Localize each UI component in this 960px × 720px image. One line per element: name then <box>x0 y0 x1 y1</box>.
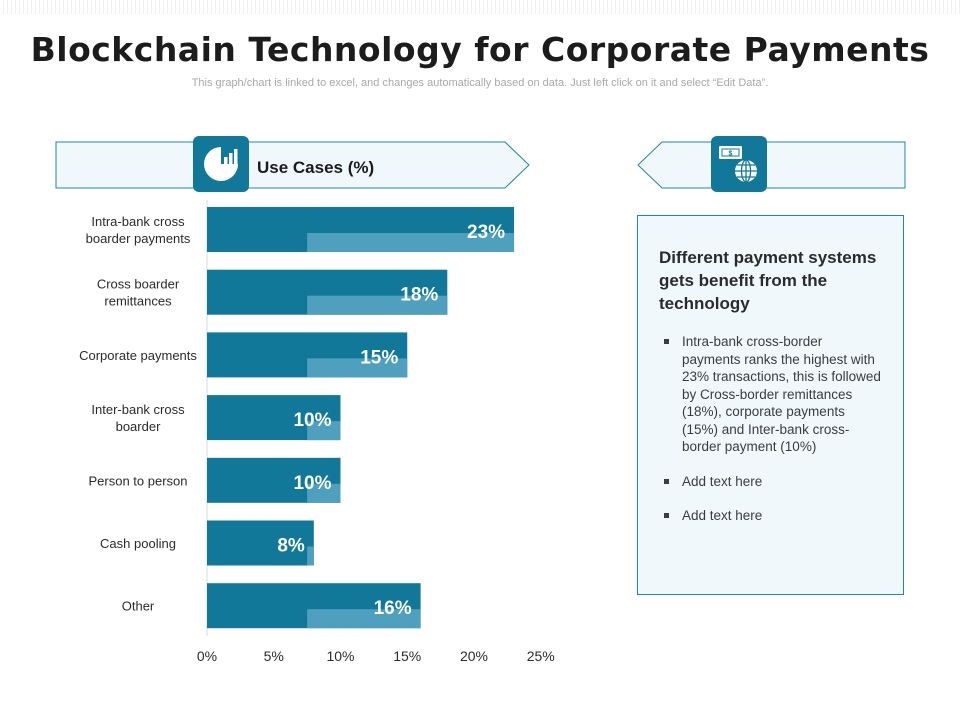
category-label: Person to person <box>88 473 187 488</box>
info-header-banner <box>637 141 906 189</box>
info-card: Different payment systems gets benefit f… <box>637 215 904 595</box>
category-label: Other <box>122 599 155 614</box>
info-card-heading: Different payment systems gets benefit f… <box>659 248 877 313</box>
x-tick-label: 10% <box>326 648 354 664</box>
bar-inner-segment <box>307 609 421 629</box>
top-decorative-strip <box>0 0 960 14</box>
money-globe-icon-box: $ <box>711 136 767 192</box>
x-tick-label: 25% <box>527 648 555 664</box>
x-tick-label: 0% <box>197 648 217 664</box>
category-label: Inter-bank cross boarder <box>91 402 185 434</box>
svg-text:$: $ <box>729 150 733 157</box>
chart-header-banner <box>55 141 530 189</box>
bar-inner-segment <box>307 483 341 503</box>
bar-data-label: 23% <box>467 222 505 243</box>
page-title: Blockchain Technology for Corporate Paym… <box>30 30 930 69</box>
info-card-bullet: Add text here <box>662 473 882 491</box>
info-card-bullets: Intra-bank cross-border payments ranks t… <box>662 333 882 542</box>
bar-data-label: 18% <box>400 285 438 306</box>
x-tick-label: 20% <box>460 648 488 664</box>
x-tick-label: 5% <box>264 648 284 664</box>
legend-label: Use Cases (%) <box>257 158 375 177</box>
bar-inner-segment <box>307 546 314 566</box>
bar-data-label: 15% <box>360 347 398 368</box>
bar-data-label: 16% <box>374 598 412 619</box>
x-tick-label: 15% <box>393 648 421 664</box>
bar-data-label: 10% <box>293 410 331 431</box>
pie-chart-icon <box>204 147 238 181</box>
bar-inner-segment <box>307 295 448 315</box>
page-subtitle: This graph/chart is linked to excel, and… <box>191 77 769 89</box>
bar-inner-segment <box>307 358 408 378</box>
bar-data-label: 8% <box>277 536 305 557</box>
pie-chart-icon-box <box>193 136 249 192</box>
category-label: Cross boarder remittances <box>97 277 180 309</box>
category-label: Cash pooling <box>100 536 176 551</box>
category-label: Corporate payments <box>79 348 197 363</box>
bar-data-label: 10% <box>293 473 331 494</box>
bar-inner-segment <box>307 233 515 252</box>
category-label: Intra-bank cross boarder payments <box>86 214 191 246</box>
info-card-bullet: Intra-bank cross-border payments ranks t… <box>662 333 882 456</box>
bar-inner-segment <box>307 421 341 441</box>
bar <box>207 520 314 566</box>
money-globe-icon: $ <box>719 146 757 183</box>
info-card-bullet: Add text here <box>662 507 882 525</box>
